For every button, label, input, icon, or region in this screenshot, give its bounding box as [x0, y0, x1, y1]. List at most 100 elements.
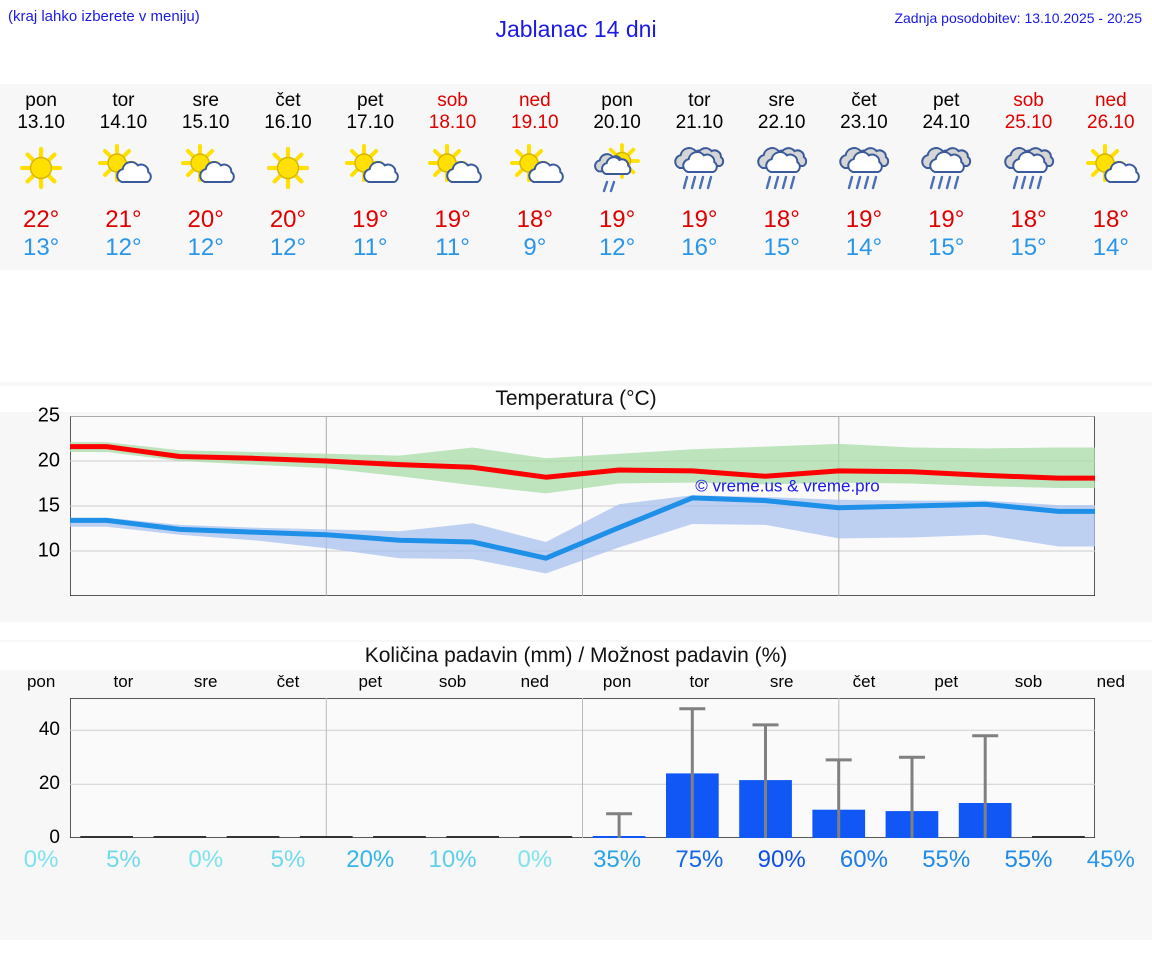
- precipitation-chart-title: Količina padavin (mm) / Možnost padavin …: [0, 642, 1152, 670]
- precipitation-y-axis: 0 20 40: [0, 698, 66, 848]
- day-column[interactable]: pon 20.10 19° 12°: [576, 84, 658, 270]
- day-column[interactable]: ned 26.10 18° 14°: [1070, 84, 1152, 270]
- day-of-week: sre: [192, 90, 219, 111]
- day-of-week: pet: [357, 90, 384, 111]
- day-date: 13.10: [17, 112, 65, 133]
- day-column[interactable]: sob 25.10 18° 15°: [987, 84, 1069, 270]
- temp-min: 14°: [845, 234, 883, 261]
- temp-max: 19°: [845, 206, 883, 233]
- temp-max: 18°: [1092, 206, 1129, 233]
- precip-day-label: ned: [1096, 672, 1125, 691]
- day-column[interactable]: sre 22.10 18° 15°: [741, 84, 823, 270]
- precip-probability: 10%: [428, 846, 477, 873]
- precip-day-label: tor: [113, 672, 134, 691]
- day-column[interactable]: sre 15.10 20° 12°: [165, 84, 247, 270]
- temp-max: 18°: [763, 206, 800, 233]
- sunny-cloud-icon: [341, 138, 400, 200]
- precip-probability: 5%: [270, 846, 306, 873]
- day-of-week: tor: [688, 90, 711, 111]
- rain-icon: [1000, 138, 1058, 200]
- precip-day-label: sob: [438, 672, 467, 691]
- y-tick-label: 20: [37, 449, 60, 472]
- day-column[interactable]: pet 24.10 19° 15°: [905, 84, 987, 270]
- precip-probability: 5%: [106, 846, 141, 873]
- day-date: 24.10: [922, 112, 970, 133]
- precip-day-label: čet: [852, 672, 876, 691]
- precip-day-label: sre: [769, 672, 794, 691]
- day-of-week: pet: [933, 90, 960, 111]
- day-of-week: čet: [275, 90, 301, 111]
- temp-min: 13°: [22, 234, 60, 261]
- day-date: 25.10: [1004, 112, 1053, 133]
- y-tick-label: 25: [37, 404, 60, 427]
- temp-min: 12°: [598, 234, 636, 261]
- temp-min: 15°: [928, 234, 965, 261]
- temp-min: 9°: [523, 234, 547, 261]
- day-date: 18.10: [428, 112, 477, 133]
- day-of-week: sob: [1013, 90, 1044, 111]
- temp-min: 11°: [353, 234, 388, 261]
- temp-min: 15°: [1010, 234, 1047, 261]
- day-column[interactable]: čet 16.10 20° 12°: [247, 84, 329, 270]
- page-title: Jablanac 14 dni: [495, 16, 657, 42]
- temp-max: 19°: [434, 206, 471, 233]
- sun-cloud-rain-icon: [588, 138, 646, 200]
- precip-day-label: čet: [276, 672, 300, 691]
- sunny-cloud-icon: [177, 138, 235, 200]
- precipitation-probability-row: 0% 5% 0% 5% 20% 10% 0% 35% 75% 90% 60% 55% 55% 45%: [0, 840, 1152, 880]
- day-date: 22.10: [757, 112, 806, 133]
- day-date: 23.10: [840, 112, 888, 133]
- temperature-plot: © vreme.us & vreme.pro: [70, 416, 1095, 596]
- sunny-icon: [12, 138, 70, 200]
- day-column[interactable]: tor 21.10 19° 16°: [658, 84, 740, 270]
- precip-day-label: sre: [193, 672, 218, 691]
- day-column[interactable]: pon 13.10 22° 13°: [0, 84, 82, 270]
- y-tick-label: 15: [37, 494, 60, 517]
- sunny-cloud-icon: [506, 138, 564, 200]
- rain-icon: [917, 138, 975, 200]
- day-of-week: sre: [768, 90, 795, 111]
- temp-max: 19°: [598, 206, 636, 233]
- precipitation-chart-section: Količina padavin (mm) / Možnost padavin …: [0, 640, 1152, 940]
- temp-max: 18°: [1010, 206, 1047, 233]
- day-column[interactable]: sob 18.10 19° 11°: [411, 84, 493, 270]
- day-of-week: ned: [518, 90, 551, 111]
- svg-text:© vreme.us & vreme.pro: © vreme.us & vreme.pro: [695, 477, 879, 496]
- y-tick-label: 40: [38, 719, 60, 741]
- day-of-week: čet: [851, 90, 877, 111]
- precip-day-label: pet: [934, 672, 959, 691]
- precip-probability: 0%: [188, 846, 224, 873]
- day-column[interactable]: tor 14.10 21° 12°: [82, 84, 164, 270]
- precip-day-label: tor: [689, 672, 710, 691]
- temp-max: 21°: [105, 206, 142, 233]
- temp-max: 22°: [22, 206, 60, 233]
- daily-forecast-strip: pon 13.10 22° 13° tor 14.10 21° 12° sre 15.10 20° 1…: [0, 84, 1152, 270]
- temp-max: 19°: [928, 206, 965, 233]
- day-of-week: pon: [25, 90, 57, 111]
- precipitation-plot: [70, 698, 1095, 838]
- day-column[interactable]: čet 23.10 19° 14°: [823, 84, 905, 270]
- temp-max: 19°: [352, 206, 389, 233]
- menu-hint: (kraj lahko izberete v meniju): [8, 8, 200, 25]
- precip-probability: 35%: [593, 846, 642, 873]
- sunny-cloud-icon: [424, 138, 482, 200]
- rain-icon: [753, 138, 811, 200]
- y-tick-label: 0: [49, 827, 60, 848]
- day-of-week: tor: [112, 90, 135, 111]
- sunny-cloud-icon: [1082, 138, 1140, 200]
- y-tick-label: 10: [37, 539, 60, 562]
- precip-probability: 0%: [23, 846, 59, 873]
- precip-probability: 20%: [346, 846, 395, 873]
- precip-day-label: sob: [1014, 672, 1043, 691]
- temp-min: 12°: [105, 234, 142, 261]
- day-column[interactable]: ned 19.10 18° 9°: [494, 84, 576, 270]
- day-column[interactable]: pet 17.10 19° 11°: [329, 84, 411, 270]
- day-date: 21.10: [675, 112, 724, 133]
- rain-icon: [670, 138, 728, 200]
- precip-day-label: pon: [602, 672, 632, 691]
- day-of-week: ned: [1094, 90, 1127, 111]
- precip-probability: 90%: [757, 846, 806, 873]
- precipitation-day-labels: pon tor sre čet pet sob ned pon tor sre čet pet sob n…: [0, 672, 1152, 698]
- precip-day-label: pet: [358, 672, 383, 691]
- temperature-y-axis: 10 15 20 25: [0, 405, 66, 596]
